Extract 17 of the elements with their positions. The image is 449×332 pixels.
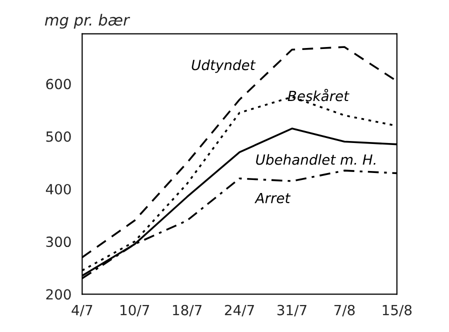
x-tick-label: 24/7	[224, 304, 254, 316]
series-label: Beskåret	[288, 88, 350, 102]
series-label: Ubehandlet m. H.	[256, 154, 376, 165]
y-tick-label: 300	[46, 236, 71, 248]
x-tick-label: 18/7	[173, 304, 202, 316]
x-tick-label: 7/8	[334, 304, 355, 316]
series-label: Arret	[254, 192, 291, 204]
x-tick-label: 31/7	[277, 304, 306, 316]
y-tick-label: 600	[46, 78, 71, 90]
y-tick-label: 400	[46, 184, 71, 194]
y-tick-label: 200	[46, 289, 71, 300]
y-axis-title: mg pr. bær	[44, 14, 130, 29]
x-tick-label: 15/8	[382, 304, 412, 316]
x-tick-label: 10/7	[120, 304, 150, 316]
y-tick-label: 500	[46, 131, 71, 142]
series-label: Udtyndet	[192, 59, 256, 73]
x-tick-label: 4/7	[72, 304, 92, 316]
